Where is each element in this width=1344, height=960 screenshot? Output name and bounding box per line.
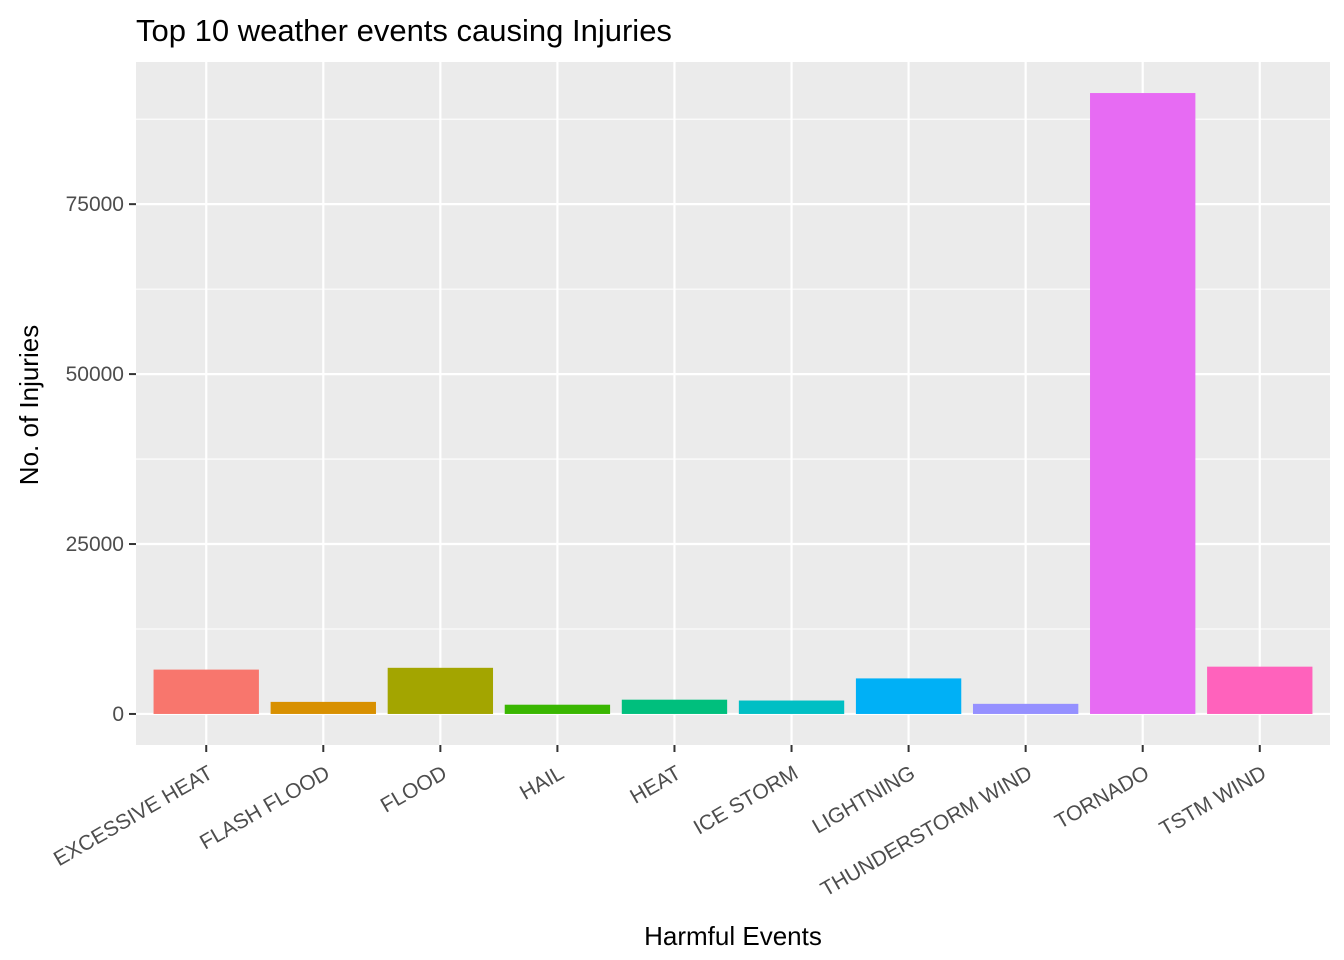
bars <box>153 93 1313 714</box>
bar <box>153 669 259 714</box>
chart-title: Top 10 weather events causing Injuries <box>136 13 672 48</box>
bar <box>270 701 376 714</box>
y-tick-label: 75000 <box>66 193 124 216</box>
bar <box>855 678 962 714</box>
bar <box>1207 666 1313 714</box>
bar <box>972 703 1079 714</box>
y-axis-title: No. of Injuries <box>14 325 44 485</box>
bar <box>738 700 845 714</box>
bar <box>387 667 494 714</box>
y-tick-label: 25000 <box>66 533 124 556</box>
y-axis: 0 25000 50000 75000 <box>66 193 136 726</box>
bar <box>1090 93 1196 714</box>
bar <box>621 699 728 714</box>
x-axis-title: Harmful Events <box>644 921 822 951</box>
y-tick-label: 0 <box>112 703 124 726</box>
y-tick-label: 50000 <box>66 363 124 386</box>
bar <box>504 704 611 714</box>
